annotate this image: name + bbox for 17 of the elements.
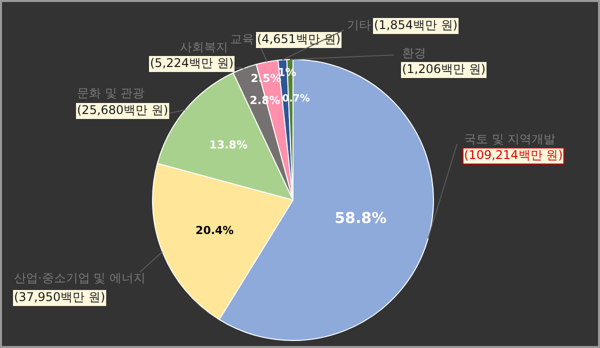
text: (37,950백만 원) xyxy=(14,290,106,304)
text: (5,224백만 원) xyxy=(150,56,234,70)
slice-label: 산업·중소기업 및 에너지 xyxy=(14,271,146,286)
slice-label: 국토 및 지역개발 xyxy=(464,132,556,146)
text: (1,854백만 원) xyxy=(374,18,458,32)
slice-label: 교육 xyxy=(230,32,254,46)
slice-label: 사회복지 xyxy=(180,40,228,54)
data-label: 58.8% xyxy=(334,209,387,228)
data-label: 20.4% xyxy=(196,224,234,237)
slice-label: 환경 xyxy=(402,46,426,60)
text: (25,680백만 원) xyxy=(77,103,168,118)
slice-label: 문화 및 관광 xyxy=(77,86,145,100)
text: (4,651백만 원) xyxy=(257,32,341,46)
text: (109,214백만 원) xyxy=(464,148,563,162)
text: (1,206백만 원) xyxy=(402,62,486,76)
data-label: 13.8% xyxy=(209,138,248,152)
slice-label: 기타 xyxy=(347,18,371,32)
